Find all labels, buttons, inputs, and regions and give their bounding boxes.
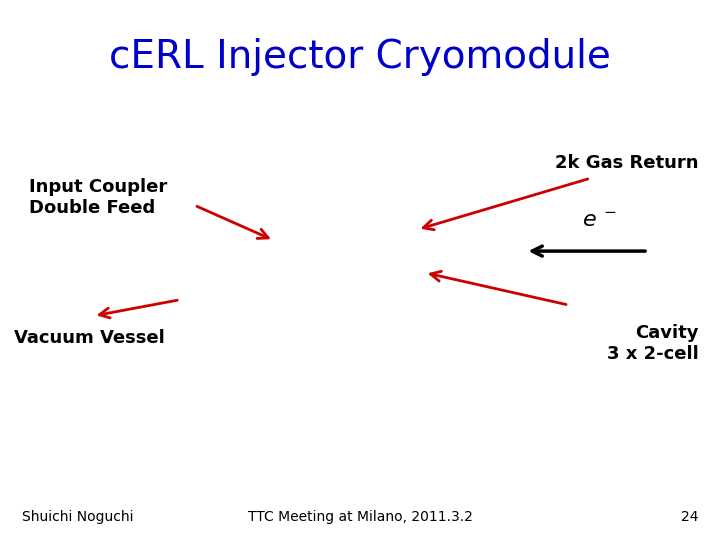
Text: e: e: [583, 210, 597, 230]
Text: cERL Injector Cryomodule: cERL Injector Cryomodule: [109, 38, 611, 76]
Text: Shuichi Noguchi: Shuichi Noguchi: [22, 510, 133, 524]
Text: Cavity
3 x 2-cell: Cavity 3 x 2-cell: [607, 324, 698, 363]
Text: 24: 24: [681, 510, 698, 524]
Text: TTC Meeting at Milano, 2011.3.2: TTC Meeting at Milano, 2011.3.2: [248, 510, 472, 524]
Text: Vacuum Vessel: Vacuum Vessel: [14, 329, 165, 347]
Text: 2k Gas Return: 2k Gas Return: [555, 154, 698, 172]
Text: −: −: [603, 205, 616, 220]
Text: Input Coupler
Double Feed: Input Coupler Double Feed: [29, 178, 167, 217]
